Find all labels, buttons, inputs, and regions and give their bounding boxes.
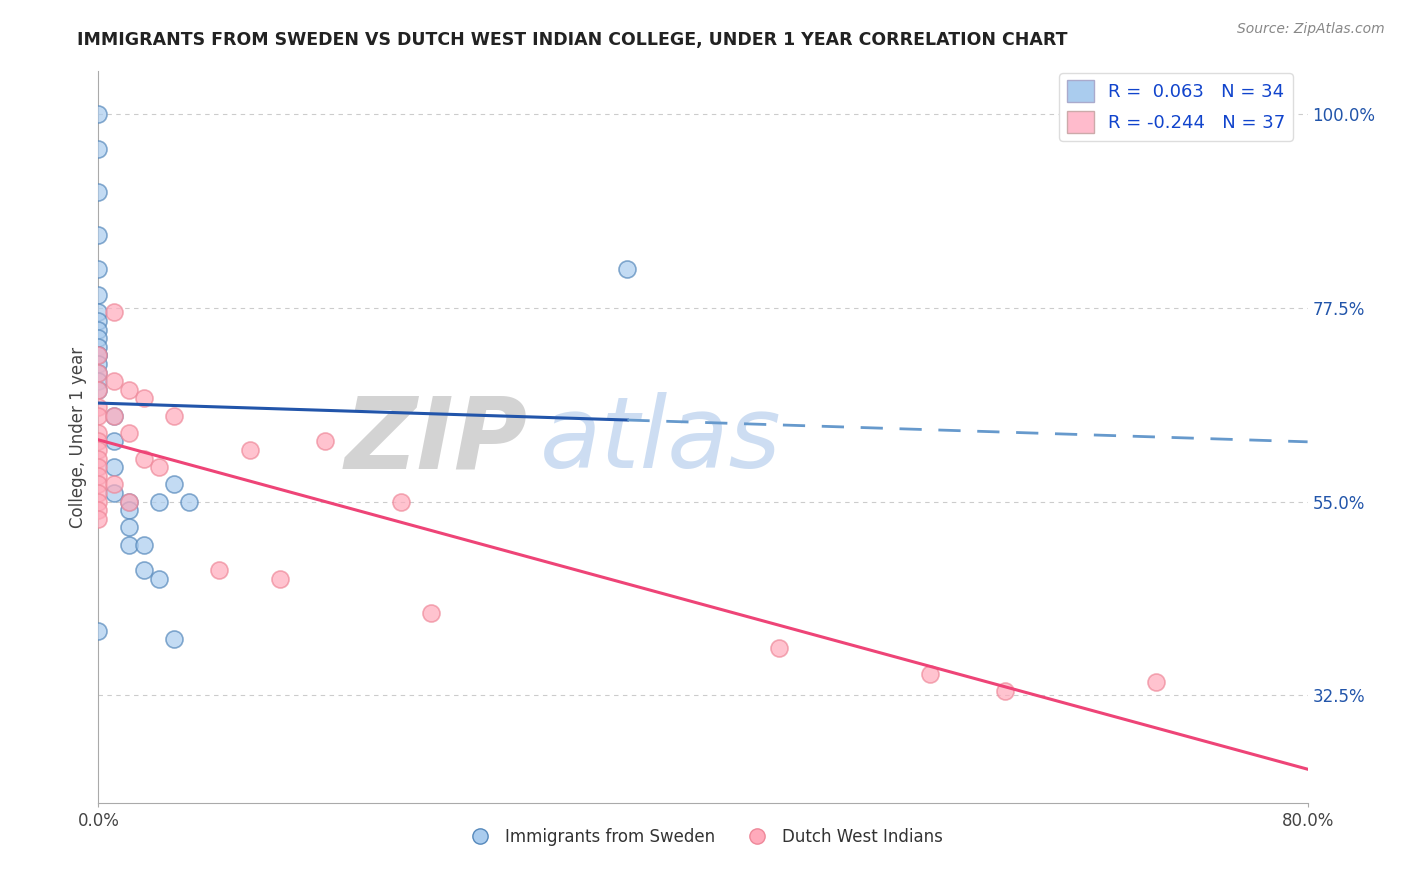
Point <box>148 494 170 508</box>
Point <box>132 564 155 578</box>
Point <box>87 305 110 319</box>
Point <box>118 520 141 534</box>
Point <box>179 494 201 508</box>
Point <box>314 434 336 449</box>
Point <box>420 607 443 621</box>
Point <box>148 572 170 586</box>
Point <box>87 314 110 328</box>
Point <box>768 640 790 655</box>
Point <box>87 383 110 397</box>
Point <box>87 374 110 388</box>
Point <box>616 262 638 277</box>
Point <box>87 451 110 466</box>
Point <box>132 538 155 552</box>
Point <box>87 322 110 336</box>
Point <box>87 366 110 380</box>
Point <box>87 107 110 121</box>
Point <box>87 348 110 362</box>
Text: atlas: atlas <box>540 392 782 489</box>
Point <box>87 409 110 423</box>
Point <box>87 348 110 362</box>
Point <box>132 451 155 466</box>
Point <box>103 409 125 423</box>
Point <box>87 331 110 345</box>
Point <box>118 383 141 397</box>
Text: IMMIGRANTS FROM SWEDEN VS DUTCH WEST INDIAN COLLEGE, UNDER 1 YEAR CORRELATION CH: IMMIGRANTS FROM SWEDEN VS DUTCH WEST IND… <box>77 31 1067 49</box>
Point <box>118 425 141 440</box>
Point <box>87 288 110 302</box>
Point <box>132 392 155 406</box>
Point <box>163 477 186 491</box>
Point <box>87 425 110 440</box>
Point <box>208 564 231 578</box>
Point <box>103 477 125 491</box>
Point <box>103 409 125 423</box>
Point <box>118 494 141 508</box>
Point <box>87 142 110 156</box>
Point <box>87 468 110 483</box>
Legend: Immigrants from Sweden, Dutch West Indians: Immigrants from Sweden, Dutch West India… <box>457 822 949 853</box>
Point <box>103 486 125 500</box>
Point <box>163 409 186 423</box>
Point <box>103 305 125 319</box>
Point <box>103 374 125 388</box>
Point <box>87 512 110 526</box>
Point <box>87 624 110 638</box>
Point <box>87 262 110 277</box>
Point <box>1144 675 1167 690</box>
Y-axis label: College, Under 1 year: College, Under 1 year <box>69 346 87 528</box>
Point <box>87 340 110 354</box>
Point <box>918 666 941 681</box>
Point <box>87 442 110 457</box>
Point <box>87 366 110 380</box>
Point <box>103 434 125 449</box>
Point <box>269 572 291 586</box>
Text: Source: ZipAtlas.com: Source: ZipAtlas.com <box>1237 22 1385 37</box>
Point <box>103 460 125 475</box>
Point <box>148 460 170 475</box>
Point <box>87 185 110 199</box>
Point <box>87 400 110 414</box>
Point <box>87 494 110 508</box>
Point <box>163 632 186 647</box>
Point <box>994 684 1017 698</box>
Point <box>87 503 110 517</box>
Point <box>118 494 141 508</box>
Point <box>87 486 110 500</box>
Point <box>87 477 110 491</box>
Point <box>87 357 110 371</box>
Point <box>87 348 110 362</box>
Point <box>389 494 412 508</box>
Point <box>87 460 110 475</box>
Point <box>87 227 110 242</box>
Point <box>87 434 110 449</box>
Point <box>87 383 110 397</box>
Point <box>239 442 262 457</box>
Point <box>118 538 141 552</box>
Point <box>118 503 141 517</box>
Text: ZIP: ZIP <box>344 392 527 489</box>
